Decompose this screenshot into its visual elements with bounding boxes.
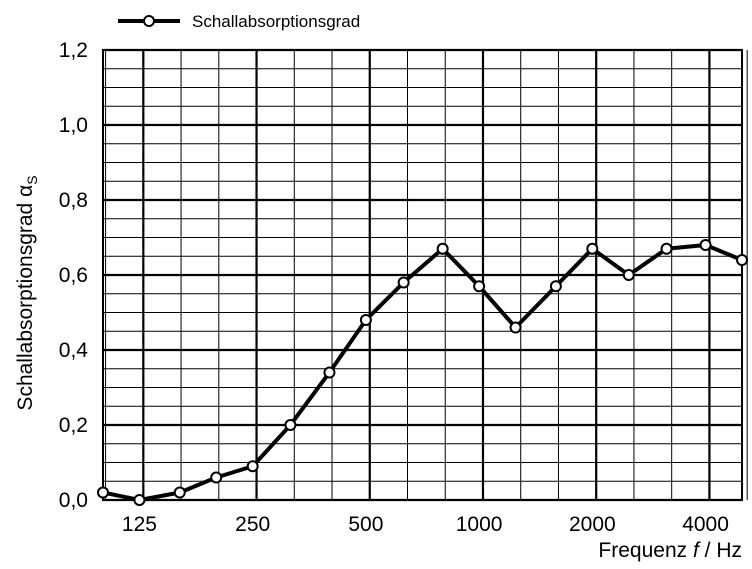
x-tick-label: 250: [235, 513, 270, 536]
x-tick-label: 125: [122, 513, 157, 536]
data-point: [509, 321, 522, 334]
grid: [102, 48, 748, 502]
data-point: [549, 280, 562, 293]
data-point: [622, 269, 635, 281]
data-point: [246, 460, 259, 473]
y-tick-label: 0,4: [59, 339, 89, 362]
x-axis-label: Frequenz f / Hz: [598, 539, 742, 562]
x-tick-label: 500: [348, 513, 383, 536]
data-point: [133, 494, 146, 506]
data-point: [699, 239, 712, 251]
data-point: [397, 276, 410, 289]
legend-label: Schallabsorptionsgrad: [192, 12, 360, 31]
data-point: [660, 242, 673, 255]
data-point: [359, 314, 372, 326]
x-tick-label: 1000: [456, 513, 503, 536]
plot-frame: [102, 49, 743, 501]
data-points: [97, 239, 748, 506]
data-point: [173, 486, 186, 499]
y-tick-label: 1,0: [59, 114, 88, 137]
data-point: [473, 280, 486, 293]
data-point: [210, 471, 223, 484]
data-line: [102, 243, 743, 502]
data-point: [736, 254, 748, 266]
legend-marker-icon: [143, 15, 155, 27]
y-tick-label: 0,6: [59, 264, 88, 287]
y-tick-label: 0,8: [59, 189, 88, 212]
data-point: [323, 366, 336, 379]
y-tick-label: 0,2: [59, 414, 88, 437]
y-tick-label: 0,0: [59, 489, 88, 512]
data-point: [586, 242, 599, 255]
data-point: [284, 419, 297, 431]
series-line: [102, 243, 743, 502]
y-axis-label-subscript: S: [24, 175, 40, 184]
y-axis-label: Schallabsorptionsgrad αS: [14, 175, 40, 410]
y-tick-label: 1,2: [59, 39, 88, 62]
x-tick-label: 4000: [682, 513, 729, 536]
data-point: [436, 242, 449, 255]
x-tick-label: 2000: [569, 513, 616, 536]
legend: Schallabsorptionsgrad: [118, 12, 360, 31]
tick-labels: 125 250 500 1000 2000 4000 0,0 0,2 0,4 0,6 0,8 1,0 1…: [59, 39, 729, 536]
data-point: [97, 486, 109, 499]
